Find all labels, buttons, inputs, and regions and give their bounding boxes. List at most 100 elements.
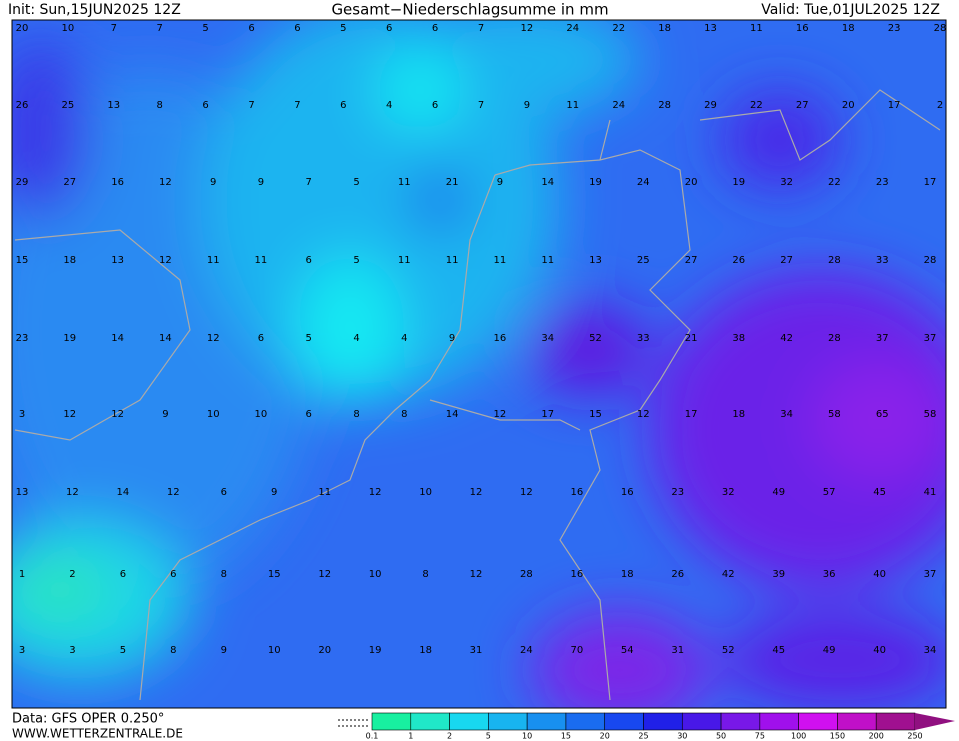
legend-label: 200 xyxy=(869,732,884,741)
site-url: WWW.WETTERZENTRALE.DE xyxy=(12,727,183,741)
precip-value: 18 xyxy=(63,255,76,266)
precip-value: 6 xyxy=(248,23,254,34)
precip-value: 23 xyxy=(876,177,889,188)
legend-label: 100 xyxy=(791,732,806,741)
legend-label: 250 xyxy=(907,732,922,741)
precip-value: 49 xyxy=(823,645,836,656)
precip-value: 12 xyxy=(470,487,483,498)
legend-label: 15 xyxy=(561,732,571,741)
precip-value: 2 xyxy=(937,100,943,111)
legend-label: 25 xyxy=(638,732,648,741)
precip-value: 9 xyxy=(162,409,168,420)
legend-swatch xyxy=(449,712,489,731)
precip-value: 19 xyxy=(589,177,602,188)
precip-value: 27 xyxy=(796,100,809,111)
precip-value: 14 xyxy=(117,487,130,498)
precip-value: 28 xyxy=(658,100,671,111)
precip-value: 42 xyxy=(722,569,735,580)
legend-swatch xyxy=(798,712,838,731)
precip-value: 12 xyxy=(111,409,124,420)
precip-value: 5 xyxy=(353,255,359,266)
precip-value: 12 xyxy=(66,487,79,498)
precip-value: 5 xyxy=(340,23,346,34)
legend-label: 20 xyxy=(600,732,610,741)
precip-value: 18 xyxy=(419,645,432,656)
precip-value: 16 xyxy=(621,487,634,498)
precip-value: 34 xyxy=(780,409,793,420)
precip-value: 7 xyxy=(248,100,254,111)
precip-value: 22 xyxy=(612,23,625,34)
precip-value: 37 xyxy=(876,333,889,344)
precip-value: 15 xyxy=(268,569,281,580)
legend-label: 150 xyxy=(830,732,845,741)
precip-value: 6 xyxy=(294,23,300,34)
precip-value: 15 xyxy=(16,255,29,266)
precip-value: 8 xyxy=(221,569,227,580)
precip-value: 12 xyxy=(159,255,172,266)
precip-value: 41 xyxy=(924,487,937,498)
precip-value: 9 xyxy=(271,487,277,498)
precip-value: 5 xyxy=(353,177,359,188)
precip-value: 6 xyxy=(306,409,312,420)
precip-value: 24 xyxy=(612,100,625,111)
precip-value: 20 xyxy=(685,177,698,188)
precip-value: 12 xyxy=(520,487,533,498)
precip-value: 29 xyxy=(16,177,29,188)
precip-value: 6 xyxy=(221,487,227,498)
precip-value: 11 xyxy=(750,23,763,34)
precip-value: 6 xyxy=(432,100,438,111)
precip-value: 9 xyxy=(449,333,455,344)
precip-value: 4 xyxy=(386,100,392,111)
precip-value: 12 xyxy=(318,569,331,580)
precip-value: 54 xyxy=(621,645,634,656)
legend-label: 75 xyxy=(755,732,765,741)
precip-value: 25 xyxy=(62,100,75,111)
precip-value: 5 xyxy=(306,333,312,344)
map-title: Gesamt−Niederschlagsumme in mm xyxy=(331,1,608,19)
precip-value: 12 xyxy=(207,333,220,344)
precip-value: 13 xyxy=(111,255,124,266)
precip-value: 16 xyxy=(494,333,507,344)
precip-value: 16 xyxy=(796,23,809,34)
precip-value: 23 xyxy=(888,23,901,34)
precip-value: 18 xyxy=(658,23,671,34)
precip-value: 31 xyxy=(671,645,684,656)
precip-value: 10 xyxy=(268,645,281,656)
precip-value: 65 xyxy=(876,409,889,420)
precip-value: 7 xyxy=(478,23,484,34)
precip-value: 18 xyxy=(732,409,745,420)
precip-value: 28 xyxy=(934,23,947,34)
precip-value: 27 xyxy=(685,255,698,266)
precip-value: 8 xyxy=(170,645,176,656)
precip-value: 37 xyxy=(924,333,937,344)
precip-value: 6 xyxy=(202,100,208,111)
precip-value: 29 xyxy=(704,100,717,111)
precip-value: 17 xyxy=(541,409,554,420)
precip-value: 39 xyxy=(772,569,785,580)
precip-value: 12 xyxy=(521,23,534,34)
precip-value: 45 xyxy=(873,487,886,498)
precip-value: 5 xyxy=(120,645,126,656)
precip-value: 17 xyxy=(888,100,901,111)
precip-value: 22 xyxy=(828,177,841,188)
legend-label: 0.1 xyxy=(366,732,379,741)
precip-value: 13 xyxy=(589,255,602,266)
precip-value: 12 xyxy=(63,409,76,420)
precip-value: 28 xyxy=(828,333,841,344)
legend-arrow xyxy=(915,713,955,730)
precip-value: 24 xyxy=(520,645,533,656)
precip-value: 9 xyxy=(524,100,530,111)
legend-swatch xyxy=(526,712,567,731)
color-legend: 0.1 1 2 5 10 15 20 25 30 50 75 100 150 200 250 xyxy=(338,712,955,741)
precip-value: 14 xyxy=(541,177,554,188)
legend-swatch xyxy=(720,712,761,731)
precip-value: 24 xyxy=(637,177,650,188)
precip-value: 12 xyxy=(369,487,382,498)
precip-value: 17 xyxy=(685,409,698,420)
precip-value: 7 xyxy=(294,100,300,111)
precip-value: 2 xyxy=(69,569,75,580)
precip-value: 7 xyxy=(157,23,163,34)
precip-value: 4 xyxy=(401,333,407,344)
precip-value: 33 xyxy=(876,255,889,266)
precip-value: 18 xyxy=(621,569,634,580)
